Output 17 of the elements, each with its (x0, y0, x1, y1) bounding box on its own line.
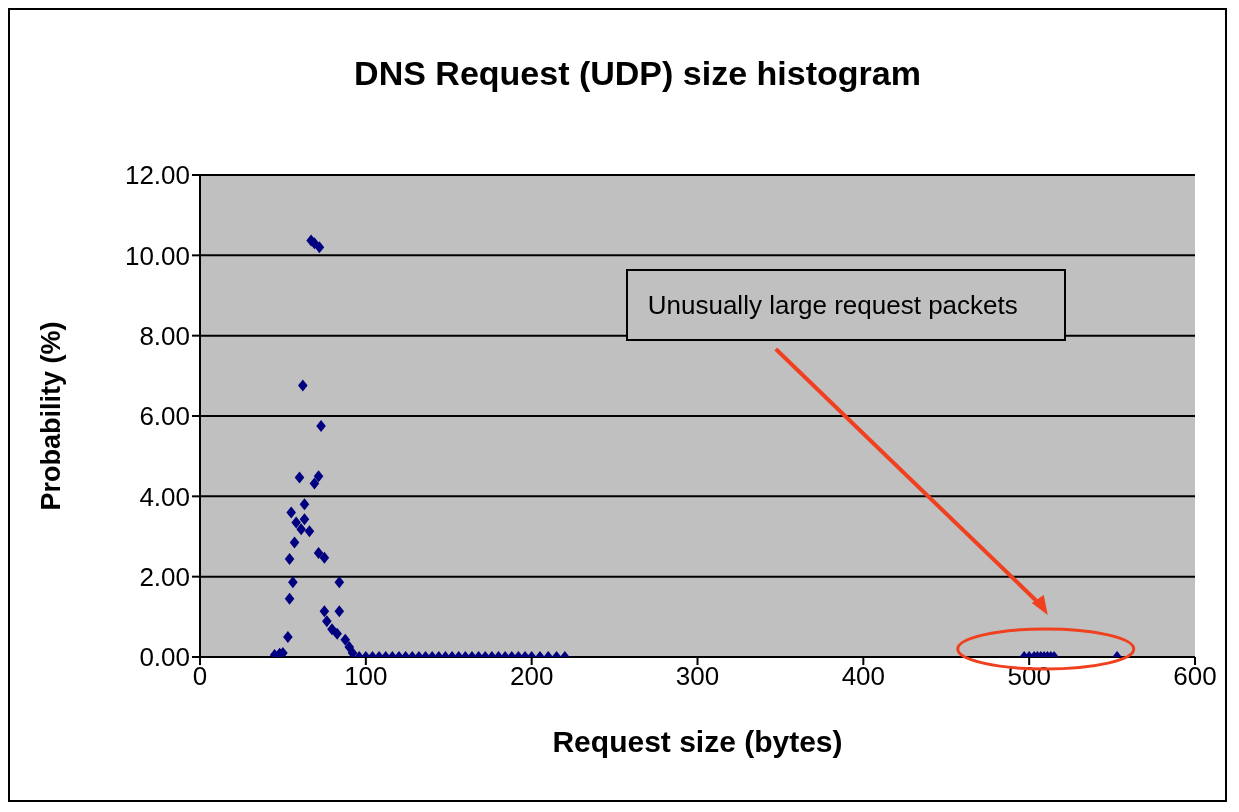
note-box: Unusually large request packets (625, 269, 1066, 341)
y-tick-label: 6.00 (139, 401, 190, 432)
x-tick-label: 300 (675, 661, 720, 692)
y-tick-label: 8.00 (139, 320, 190, 351)
x-tick-label: 200 (509, 661, 554, 692)
y-tick-label: 10.00 (124, 240, 190, 271)
x-tick-label: 0 (192, 661, 208, 692)
y-tick-label: 2.00 (139, 561, 190, 592)
y-tick-label: 4.00 (139, 481, 190, 512)
x-tick-label: 100 (344, 661, 388, 692)
y-axis-title: Probability (%) (36, 321, 66, 511)
x-axis-title: Request size (bytes) (552, 725, 843, 758)
y-tick-label: 0.00 (139, 642, 190, 673)
y-tick-label: 12.00 (124, 160, 190, 191)
chart-title: DNS Request (UDP) size histogram (353, 54, 922, 93)
x-tick-label: 600 (1173, 661, 1217, 692)
x-tick-label: 400 (841, 661, 886, 692)
